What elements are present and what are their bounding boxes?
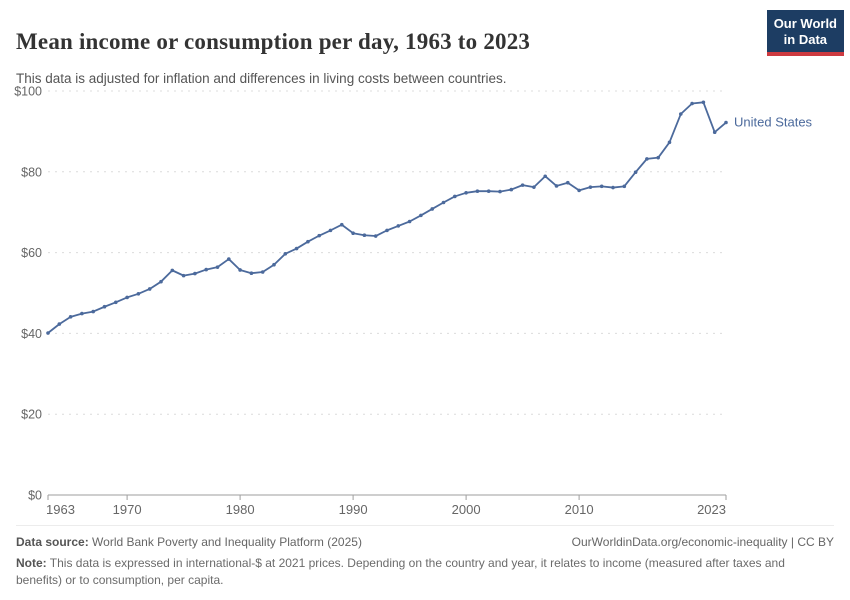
data-point[interactable] — [611, 185, 615, 190]
data-point[interactable] — [441, 200, 446, 205]
data-point[interactable] — [373, 234, 378, 238]
chart-subtitle: This data is adjusted for inflation and … — [16, 70, 507, 86]
data-point[interactable] — [147, 287, 152, 291]
data-point[interactable] — [80, 311, 84, 316]
x-tick-label: 1963 — [46, 502, 75, 517]
x-tick-label: 1990 — [339, 502, 368, 517]
data-point[interactable] — [622, 184, 627, 189]
data-point[interactable] — [193, 271, 197, 276]
data-point[interactable] — [238, 268, 242, 272]
y-tick-label: $40 — [21, 327, 42, 341]
data-point[interactable] — [554, 184, 559, 188]
data-point[interactable] — [136, 292, 141, 296]
chart-title: Mean income or consumption per day, 1963… — [16, 29, 531, 55]
data-point[interactable] — [724, 120, 728, 125]
y-tick-label: $60 — [21, 246, 42, 260]
owid-logo-line1: Our World — [773, 16, 837, 31]
data-point[interactable] — [46, 331, 50, 335]
data-point[interactable] — [396, 224, 401, 228]
note-label: Note: — [16, 556, 47, 570]
y-tick-label: $100 — [14, 85, 42, 99]
data-point[interactable] — [588, 185, 593, 189]
data-point[interactable] — [667, 140, 672, 145]
data-point[interactable] — [306, 239, 310, 244]
data-point[interactable] — [317, 233, 322, 238]
data-point[interactable] — [407, 219, 412, 224]
data-source-line: Data source: World Bank Poverty and Ineq… — [16, 535, 362, 549]
data-point[interactable] — [679, 112, 683, 116]
chart-footer: Data source: World Bank Poverty and Ineq… — [16, 525, 834, 589]
data-point[interactable] — [385, 228, 389, 233]
data-point[interactable] — [509, 187, 514, 192]
owid-logo-line2: in Data — [783, 32, 828, 48]
data-point[interactable] — [453, 194, 457, 199]
data-point[interactable] — [159, 279, 163, 284]
data-point[interactable] — [114, 300, 118, 305]
attribution-link[interactable]: OurWorldinData.org/economic-inequality |… — [571, 535, 834, 549]
data-point[interactable] — [645, 157, 649, 161]
line-chart-canvas[interactable]: $0 $20 $40 $60 $80 $100 1963 1970 1980 1990 2000 20… — [0, 0, 850, 525]
y-tick-label: $80 — [21, 165, 42, 179]
data-point[interactable] — [227, 257, 231, 261]
x-tick-label: 2023 — [697, 502, 726, 517]
data-point[interactable] — [430, 207, 435, 211]
note-text: This data is expressed in international-… — [16, 556, 785, 587]
data-point[interactable] — [419, 213, 423, 218]
data-point[interactable] — [577, 188, 581, 193]
data-point[interactable] — [566, 180, 570, 185]
x-tick-label: 1980 — [226, 502, 255, 517]
data-point[interactable] — [91, 309, 95, 314]
data-point[interactable] — [543, 174, 547, 179]
data-point[interactable] — [712, 130, 717, 135]
data-point[interactable] — [249, 271, 254, 276]
data-point[interactable] — [328, 228, 333, 233]
x-tick-label: 1970 — [113, 502, 142, 517]
data-point[interactable] — [181, 273, 186, 278]
data-point[interactable] — [351, 231, 355, 236]
data-point[interactable] — [656, 155, 660, 160]
data-point[interactable] — [690, 101, 694, 106]
data-point[interactable] — [532, 185, 536, 189]
data-point[interactable] — [170, 268, 175, 273]
line-series-united-states[interactable] — [47, 101, 727, 334]
chart-note: Note: This data is expressed in internat… — [16, 555, 834, 589]
x-tick-label: 2010 — [565, 502, 594, 517]
owid-logo: Our World in Data — [766, 10, 844, 56]
data-point[interactable] — [204, 267, 208, 272]
data-point[interactable] — [272, 262, 276, 267]
data-point[interactable] — [486, 189, 491, 193]
data-point[interactable] — [475, 189, 480, 193]
data-point[interactable] — [57, 322, 62, 326]
data-point[interactable] — [701, 100, 706, 105]
x-tick-label: 2000 — [452, 502, 481, 517]
data-point[interactable] — [260, 270, 265, 274]
series-label-united-states[interactable]: United States — [734, 115, 813, 130]
data-source-label: Data source: — [16, 535, 89, 549]
data-source-text: World Bank Poverty and Inequality Platfo… — [88, 535, 362, 549]
data-point[interactable] — [464, 191, 468, 195]
data-point[interactable] — [498, 189, 502, 194]
y-tick-label: $20 — [21, 408, 42, 422]
data-point[interactable] — [599, 184, 604, 189]
data-point[interactable] — [633, 170, 638, 175]
data-point[interactable] — [68, 315, 73, 319]
data-point[interactable] — [215, 265, 220, 269]
data-point[interactable] — [520, 183, 525, 187]
data-point[interactable] — [362, 233, 367, 238]
data-point[interactable] — [294, 246, 299, 251]
data-point[interactable] — [125, 295, 129, 300]
data-point[interactable] — [102, 304, 107, 309]
y-tick-label: $0 — [28, 489, 42, 503]
data-point[interactable] — [283, 252, 288, 256]
data-point[interactable] — [340, 222, 344, 227]
